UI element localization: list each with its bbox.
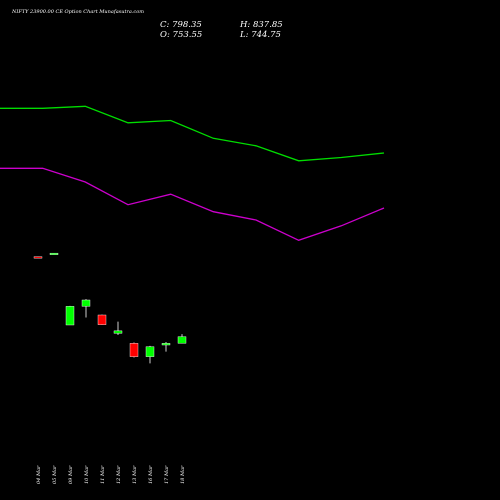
- candles-layer: [33, 252, 187, 364]
- low-readout: L: 744.75: [239, 30, 281, 40]
- x-axis-ticks: 04 Mar 05 Mar 09 Mar 10 Mar 11 Mar 12 Mar 13 M…: [36, 465, 186, 484]
- x-tick-label: 16 Mar: [148, 465, 154, 484]
- x-tick-label: 10 Mar: [84, 465, 90, 484]
- candle-body: [81, 299, 91, 307]
- x-tick-label: 17 Mar: [164, 465, 170, 484]
- close-readout: C: 798.35: [160, 20, 202, 30]
- upper-band-line: [0, 105, 385, 162]
- candle-body: [33, 256, 43, 259]
- candle-body: [161, 343, 171, 346]
- chart-title: NIFTY 23900.00 CE Option Chart Munafasut…: [11, 9, 144, 15]
- x-tick-label: 13 Mar: [132, 465, 138, 484]
- x-tick-label: 18 Mar: [180, 465, 186, 484]
- candle-body: [97, 314, 107, 325]
- candle-body: [177, 336, 187, 344]
- candle-body: [113, 330, 123, 334]
- x-tick-label: 04 Mar: [36, 465, 42, 484]
- x-tick-label: 09 Mar: [68, 465, 74, 484]
- x-tick-label: 11 Mar: [100, 465, 106, 484]
- candle-body: [65, 306, 75, 326]
- candle-body: [129, 343, 139, 357]
- candle-body: [49, 252, 59, 255]
- candle-body: [145, 346, 155, 357]
- open-readout: O: 753.55: [160, 30, 202, 40]
- lower-band-line: [0, 167, 385, 242]
- x-tick-label: 05 Mar: [52, 465, 58, 484]
- high-readout: H: 837.85: [239, 20, 283, 30]
- bands-layer: [0, 105, 385, 242]
- x-tick-label: 12 Mar: [116, 465, 122, 484]
